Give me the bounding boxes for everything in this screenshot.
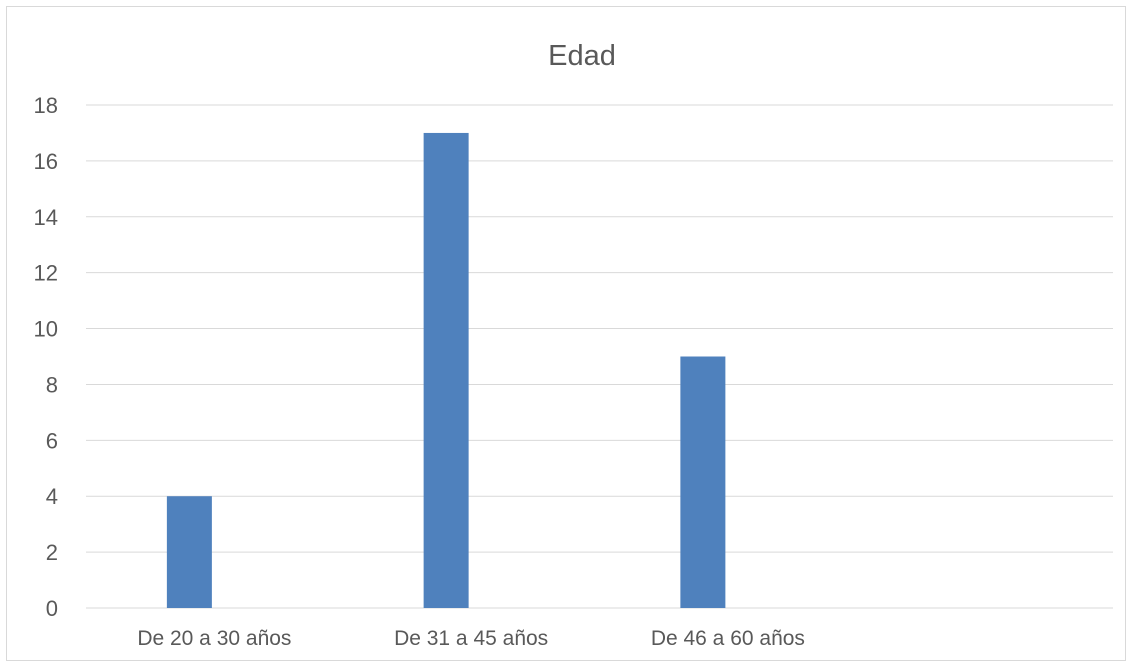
y-tick-label: 8 bbox=[46, 372, 58, 397]
bar-1 bbox=[166, 496, 212, 608]
y-tick-label: 0 bbox=[46, 596, 58, 621]
x-category-label: De 46 a 60 años bbox=[651, 627, 805, 650]
gridlines bbox=[86, 104, 1113, 609]
y-tick-label: 16 bbox=[34, 149, 58, 174]
bars bbox=[166, 132, 726, 608]
bar-3 bbox=[680, 356, 726, 608]
y-tick-label: 4 bbox=[46, 484, 58, 509]
x-category-label: De 20 a 30 años bbox=[137, 627, 291, 650]
y-tick-label: 12 bbox=[34, 261, 58, 286]
chart-frame: Edad 0 2 4 6 8 10 12 14 16 18 De 20 a 30 años De 3… bbox=[6, 6, 1126, 661]
x-axis-categories: De 20 a 30 años De 31 a 45 años De 46 a 60… bbox=[137, 627, 805, 650]
y-tick-label: 18 bbox=[34, 93, 58, 118]
y-tick-label: 10 bbox=[34, 317, 58, 342]
y-tick-label: 2 bbox=[46, 540, 58, 565]
y-tick-label: 14 bbox=[34, 205, 58, 230]
chart-title: Edad bbox=[548, 40, 616, 72]
x-category-label: De 31 a 45 años bbox=[394, 627, 548, 650]
bar-chart: Edad 0 2 4 6 8 10 12 14 16 18 De 20 a 30 años De 3… bbox=[34, 40, 1113, 650]
bar-2 bbox=[423, 132, 469, 608]
y-axis-ticks: 0 2 4 6 8 10 12 14 16 18 bbox=[34, 93, 58, 621]
y-tick-label: 6 bbox=[46, 428, 58, 453]
